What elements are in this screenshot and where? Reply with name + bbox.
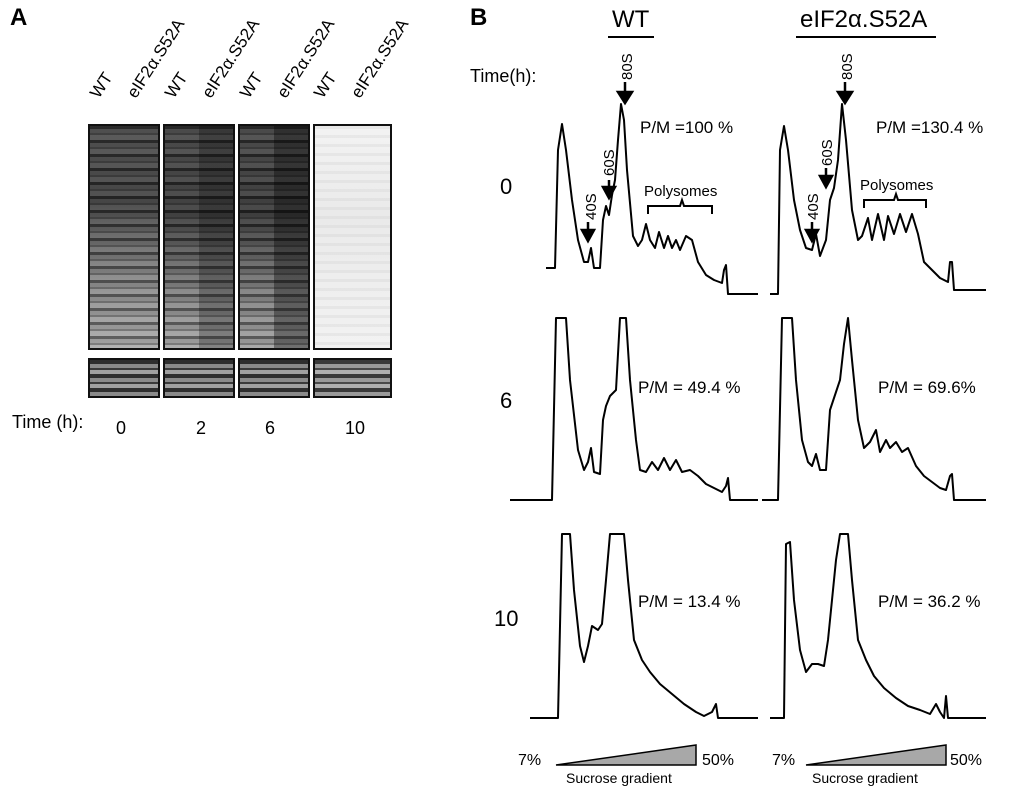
panel-a-letter: A	[10, 4, 28, 31]
gradient-low-mut: 7%	[772, 752, 796, 769]
peak-label-80s-mut: 80S	[839, 53, 856, 80]
gel-image-10h	[313, 124, 392, 350]
profile-wt-0h	[546, 103, 758, 295]
loading-control-0h	[88, 358, 160, 398]
profile-wt-10h	[530, 533, 758, 719]
pm-ratio-mut-10h: P/M = 36.2 %	[878, 592, 981, 611]
polysomes-label-wt: Polysomes	[644, 183, 717, 200]
column-header-mutant-underline	[796, 36, 936, 38]
gel-image-6h	[238, 124, 310, 350]
profile-mut-0h	[770, 103, 986, 295]
peak-label-80s-wt: 80S	[619, 53, 636, 80]
gradient-label-mut: Sucrose gradient	[812, 770, 918, 786]
peak-label-40s-mut: 40S	[805, 193, 822, 220]
polysomes-label-mut: Polysomes	[860, 177, 933, 194]
time-axis-label-b: Time(h):	[470, 66, 537, 86]
timepoint-label: 2	[196, 418, 207, 438]
peak-label-60s-wt: 60S	[601, 149, 618, 176]
pm-ratio-wt-0h: P/M =100 %	[640, 118, 734, 137]
row-time-label: 6	[500, 388, 513, 413]
gradient-high-mut: 50%	[950, 752, 983, 769]
row-time-label: 0	[500, 174, 513, 199]
loading-control-10h	[313, 358, 392, 398]
pm-ratio-wt-10h: P/M = 13.4 %	[638, 592, 741, 611]
profile-wt-6h	[510, 317, 758, 501]
peak-label-40s-wt: 40S	[583, 193, 600, 220]
profile-mut-6h	[762, 317, 986, 501]
gel-image-0h	[88, 124, 160, 350]
pm-ratio-mut-6h: P/M = 69.6%	[878, 378, 976, 397]
gradient-high-wt: 50%	[702, 752, 735, 769]
timepoint-label: 10	[345, 418, 366, 438]
loading-control-2h	[163, 358, 235, 398]
column-header-wt-underline	[608, 36, 654, 38]
row-time-label: 10	[494, 606, 519, 631]
peak-label-60s-mut: 60S	[819, 139, 836, 166]
column-header-wt: WT	[612, 6, 650, 33]
column-header-mutant: eIF2α.S52A	[800, 6, 928, 33]
gradient-wedge-wt	[555, 744, 697, 766]
pm-ratio-wt-6h: P/M = 49.4 %	[638, 378, 741, 397]
timepoint-label: 0	[116, 418, 127, 438]
gradient-label-wt: Sucrose gradient	[566, 770, 672, 786]
pm-ratio-mut-0h: P/M =130.4 %	[876, 118, 984, 137]
profile-mut-10h	[770, 533, 986, 719]
panel-b-letter: B	[470, 4, 488, 31]
gradient-wedge-mut	[805, 744, 947, 766]
gradient-low-wt: 7%	[518, 752, 542, 769]
timepoint-label: 6	[265, 418, 276, 438]
time-axis-label-a: Time (h):	[12, 412, 84, 432]
loading-control-6h	[238, 358, 310, 398]
gel-image-2h	[163, 124, 235, 350]
